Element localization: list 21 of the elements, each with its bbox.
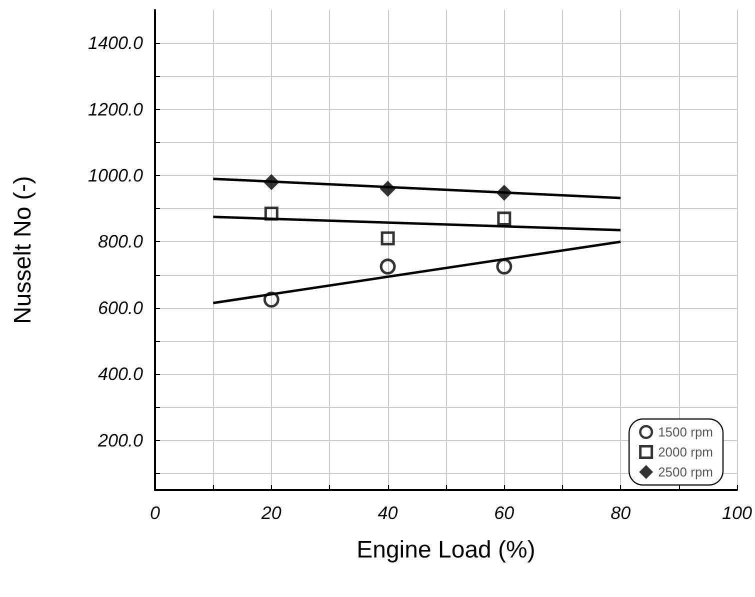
- x-tick-label: 20: [260, 503, 282, 523]
- x-axis-title: Engine Load (%): [356, 536, 536, 564]
- point: [497, 212, 512, 226]
- legend-label: 1500 rpm: [658, 424, 713, 440]
- y-tick-label: 400.0: [98, 364, 143, 384]
- x-tick-label: 100: [722, 503, 752, 523]
- y-tick-label: 1200.0: [88, 99, 143, 120]
- y-tick-label: 1400.0: [88, 33, 143, 54]
- y-tick-label: 200.0: [96, 430, 143, 450]
- x-tick-label: 40: [378, 503, 398, 523]
- y-tick-label: 800.0: [98, 232, 143, 252]
- point: [380, 258, 396, 275]
- y-tick-label: 600.0: [98, 298, 143, 318]
- x-tick-label: 0: [150, 503, 160, 523]
- legend-label: 2000 rpm: [658, 444, 713, 460]
- x-tick-label: 80: [610, 503, 631, 523]
- x-tick-label: 60: [494, 503, 514, 523]
- point: [380, 231, 395, 246]
- y-tick-label: 1000.0: [88, 166, 143, 186]
- y-axis-title: Nusselt No (-): [10, 176, 36, 324]
- legend-label: 2500 rpm: [658, 464, 713, 480]
